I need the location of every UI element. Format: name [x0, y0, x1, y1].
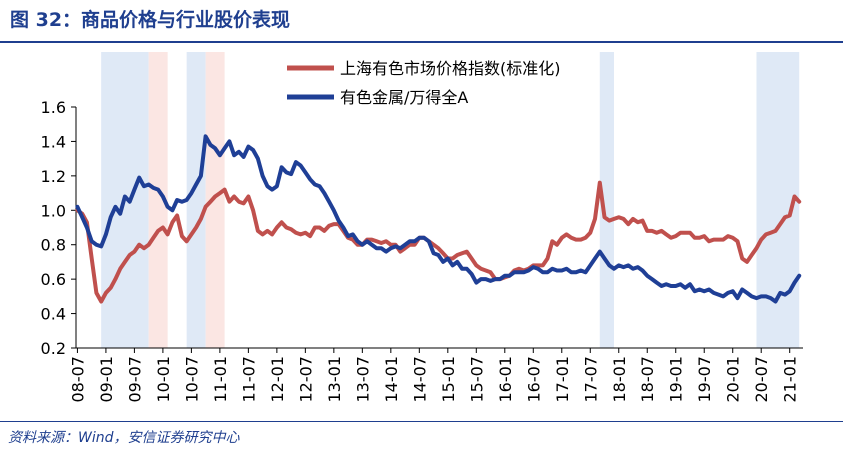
figure-title: 图 32：商品价格与行业股价表现	[10, 9, 291, 31]
x-tick-label-2: 09-07	[125, 356, 144, 403]
x-tick-label-1: 09-01	[97, 356, 116, 403]
x-tick-label-0: 08-07	[68, 356, 87, 403]
x-tick-label-14: 15-07	[467, 356, 486, 403]
y-tick-label-0: 0.2	[41, 339, 66, 358]
series-line-1	[75, 134, 802, 304]
x-tick-label-4: 10-07	[182, 356, 201, 403]
x-tick-label-9: 13-01	[325, 356, 344, 403]
legend: 上海有色市场价格指数(标准化) 有色金属/万得全A	[287, 59, 561, 107]
series-line-0	[75, 180, 802, 304]
shaded-periods	[101, 52, 800, 348]
shaded-period-1	[148, 52, 168, 348]
x-tick-label-6: 11-07	[239, 356, 258, 403]
y-tick-label-4: 1.0	[41, 201, 66, 220]
x-tick-label-19: 18-01	[610, 356, 629, 403]
y-tick-label-7: 1.6	[41, 98, 66, 117]
x-tick-label-13: 15-01	[439, 356, 458, 403]
source-rule	[0, 421, 843, 422]
x-tick-label-25: 21-01	[781, 356, 800, 403]
legend-label-series-0: 上海有色市场价格指数(标准化)	[340, 59, 561, 78]
x-tick-label-17: 17-01	[553, 356, 572, 403]
x-tick-label-16: 16-07	[524, 356, 543, 403]
x-tick-label-23: 20-01	[724, 356, 743, 403]
series-lines	[75, 134, 802, 304]
legend-label-series-1: 有色金属/万得全A	[340, 88, 468, 107]
source-note: 资料来源：Wind，安信证券研究中心	[8, 430, 240, 446]
x-tick-label-11: 14-01	[382, 356, 401, 403]
x-tick-label-8: 12-07	[296, 356, 315, 403]
axes: 0.2 0.4 0.6 0.8 1.0 1.2 1.4 1.6 08-07 09-01 09-07 1…	[41, 98, 803, 403]
y-tick-label-6: 1.4	[41, 132, 66, 151]
chart: 0.2 0.4 0.6 0.8 1.0 1.2 1.4 1.6 08-07 09-01 09-07 1…	[41, 52, 803, 403]
x-tick-label-5: 11-01	[211, 356, 230, 403]
shaded-period-2	[186, 52, 206, 348]
y-tick-label-1: 0.4	[41, 305, 66, 324]
x-tick-label-10: 13-07	[353, 356, 372, 403]
shaded-period-4	[599, 52, 615, 348]
y-tick-label-3: 0.8	[41, 236, 66, 255]
shaded-period-3	[205, 52, 225, 348]
x-tick-label-3: 10-01	[154, 356, 173, 403]
title-rule	[0, 41, 843, 43]
x-tick-label-24: 20-07	[752, 356, 771, 403]
x-tick-label-20: 18-07	[638, 356, 657, 403]
x-tick-label-18: 17-07	[581, 356, 600, 403]
x-tick-label-7: 12-01	[268, 356, 287, 403]
x-tick-label-21: 19-01	[667, 356, 686, 403]
y-tick-label-2: 0.6	[41, 270, 66, 289]
y-tick-label-5: 1.2	[41, 167, 66, 186]
x-tick-label-22: 19-07	[695, 356, 714, 403]
x-tick-label-15: 16-01	[496, 356, 515, 403]
x-tick-label-12: 14-07	[410, 356, 429, 403]
